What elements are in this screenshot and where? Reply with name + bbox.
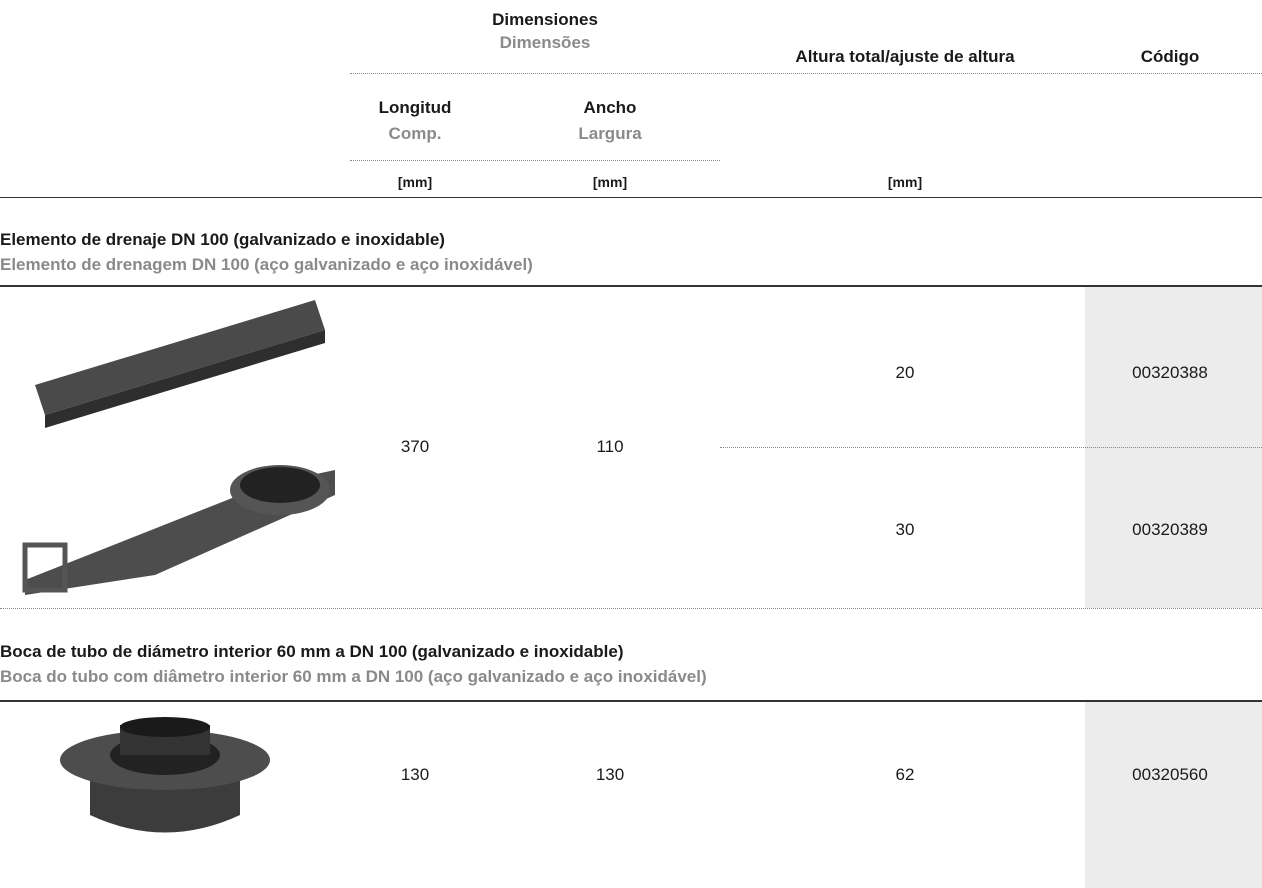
height: 62 [895, 765, 915, 784]
product-image [60, 717, 270, 833]
length: 130 [400, 765, 430, 784]
header-es: Dimensiones [492, 10, 598, 29]
header-es: Ancho [583, 98, 637, 117]
header-pt: Comp. [388, 124, 442, 143]
header: Altura total/ajuste de altura [795, 47, 1015, 66]
unit: [mm] [397, 174, 433, 190]
code-background [1085, 701, 1262, 888]
section-subtitle: Boca do tubo com diâmetro interior 60 mm… [0, 667, 707, 686]
divider [0, 608, 1262, 609]
length: 370 [400, 437, 430, 456]
product-image [22, 300, 335, 595]
header: Código [1140, 47, 1200, 66]
divider [350, 160, 720, 161]
section-title: Elemento de drenaje DN 100 (galvanizado … [0, 230, 445, 249]
unit: [mm] [887, 174, 923, 190]
header-es: Longitud [378, 98, 452, 117]
height: 20 [895, 363, 915, 382]
height: 30 [895, 520, 915, 539]
divider [0, 285, 1262, 287]
section-subtitle: Elemento de drenagem DN 100 (aço galvani… [0, 255, 533, 274]
width: 130 [595, 765, 625, 784]
divider [720, 447, 1262, 448]
unit: [mm] [592, 174, 628, 190]
code: 00320389 [1132, 520, 1208, 539]
code: 00320560 [1132, 765, 1208, 784]
divider [350, 73, 1262, 74]
section-title: Boca de tubo de diámetro interior 60 mm … [0, 642, 624, 661]
code: 00320388 [1132, 363, 1208, 382]
divider [0, 700, 1262, 702]
width: 110 [596, 437, 624, 456]
header-pt: Largura [578, 124, 642, 143]
divider [0, 197, 1262, 198]
header-pt: Dimensões [499, 33, 591, 52]
